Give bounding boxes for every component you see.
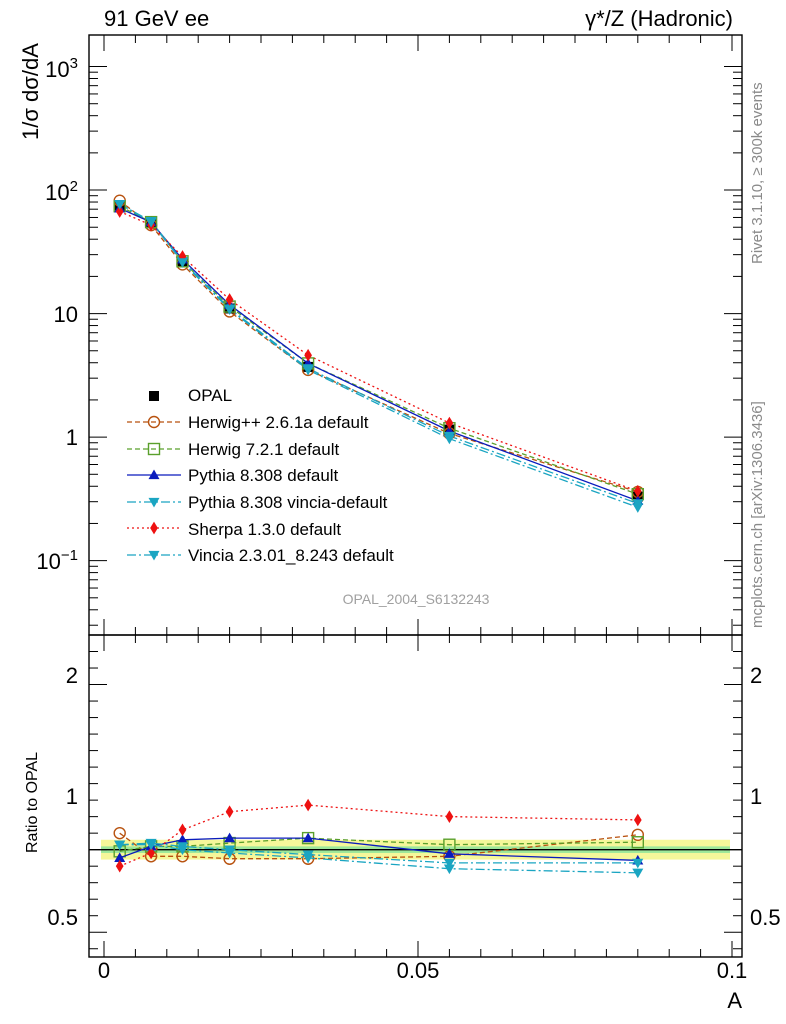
legend-marker-0 bbox=[149, 391, 159, 401]
main-y-tick-label-1: 1 bbox=[66, 425, 78, 450]
main-y-tick-base-1000: 10 bbox=[45, 57, 69, 82]
ratio-point-3-6 bbox=[632, 858, 644, 869]
ratio-point-5-0 bbox=[114, 840, 126, 851]
main-y-tick-label-100: 102 bbox=[45, 178, 78, 205]
ratio-y-tick-label-05-left: 0.5 bbox=[47, 905, 78, 930]
legend-marker-5 bbox=[150, 521, 158, 535]
legend-marker-3 bbox=[148, 469, 160, 480]
ratio-point-5-6 bbox=[632, 868, 644, 879]
main-point-6-3 bbox=[224, 305, 236, 315]
main-point-5-5 bbox=[445, 416, 454, 430]
legend-label-pythia: Pythia 8.308 default bbox=[188, 466, 339, 485]
ratio-point-2-5 bbox=[443, 848, 455, 858]
x-tick-label-1: 0.05 bbox=[397, 958, 440, 983]
x-axis-label: A bbox=[727, 988, 742, 1013]
legend-label-pythia-vincia: Pythia 8.308 vincia-default bbox=[188, 493, 388, 512]
chart-title-right: γ*/Z (Hadronic) bbox=[585, 6, 733, 31]
legend: OPAL Herwig++ 2.6.1a default Herwig 7.2.… bbox=[188, 386, 394, 565]
legend-marker-1 bbox=[147, 415, 161, 429]
main-point-6-2 bbox=[177, 258, 188, 268]
ratio-point-4-4 bbox=[304, 798, 312, 812]
main-point-5-4 bbox=[304, 348, 312, 362]
main-point-5-0 bbox=[115, 205, 124, 218]
chart-title-left: 91 GeV ee bbox=[104, 6, 209, 31]
main-y-tick-exp-1000: 3 bbox=[70, 55, 78, 72]
side-label-mcplots: mcplots.cern.ch [arXiv:1306.3436] bbox=[749, 401, 766, 628]
ratio-point-4-2 bbox=[178, 823, 187, 837]
analysis-watermark: OPAL_2004_S6132243 bbox=[343, 591, 490, 607]
ratio-point-2-3 bbox=[224, 832, 236, 843]
ratio-y-axis-label: Ratio to OPAL bbox=[24, 752, 41, 853]
ratio-y-tick-label-1-left: 1 bbox=[66, 784, 78, 809]
chart-marks bbox=[88, 34, 743, 958]
legend-label-sherpa: Sherpa 1.3.0 default bbox=[188, 520, 341, 539]
main-point-5-3 bbox=[225, 293, 234, 306]
ratio-panel-frame bbox=[88, 634, 743, 958]
main-y-tick-exp-100: 2 bbox=[70, 178, 78, 195]
main-point-6-6 bbox=[632, 503, 644, 513]
ratio-series-line-1 bbox=[119, 837, 638, 852]
legend-label-vincia: Vincia 2.3.01_8.243 default bbox=[188, 546, 394, 565]
ratio-point-5-4 bbox=[302, 853, 314, 864]
main-point-6-4 bbox=[302, 365, 314, 376]
x-tick-label-2: 0.1 bbox=[717, 958, 748, 983]
ratio-point-4-0 bbox=[115, 859, 124, 873]
ratio-point-1-6 bbox=[631, 836, 644, 849]
main-point-6-5 bbox=[443, 434, 455, 445]
ratio-point-4-1 bbox=[147, 846, 155, 860]
legend-label-opal: OPAL bbox=[188, 386, 232, 405]
ratio-point-0-0 bbox=[113, 826, 126, 840]
ratio-point-5-5 bbox=[443, 864, 455, 875]
legend-label-herwigpp: Herwig++ 2.6.1a default bbox=[188, 413, 369, 432]
ratio-y-tick-label-2-left: 2 bbox=[66, 663, 78, 688]
ratio-point-3-5 bbox=[443, 858, 455, 869]
main-y-tick-base-100: 10 bbox=[45, 180, 69, 205]
main-y-tick-label-1000: 103 bbox=[45, 55, 78, 82]
main-y-tick-label-01: 10−1 bbox=[36, 547, 78, 574]
ratio-point-5-1 bbox=[145, 840, 157, 851]
ratio-y-tick-label-1-right: 1 bbox=[750, 784, 762, 809]
ratio-point-2-0 bbox=[114, 852, 126, 863]
ratio-point-0-6 bbox=[631, 828, 644, 842]
ratio-point-5-2 bbox=[177, 845, 188, 856]
main-y-tick-exp-01: −1 bbox=[61, 547, 78, 564]
ratio-y-tick-label-2-right: 2 bbox=[750, 663, 762, 688]
main-point-6-0 bbox=[114, 199, 126, 210]
ratio-point-5-3 bbox=[224, 848, 236, 859]
x-tick-label-0: 0 bbox=[98, 958, 110, 983]
ratio-point-4-5 bbox=[445, 810, 454, 823]
legend-marker-6 bbox=[148, 550, 160, 561]
ratio-y-tick-label-05-right: 0.5 bbox=[750, 905, 781, 930]
main-y-axis-label: 1/σ dσ/dA bbox=[18, 43, 43, 140]
ratio-point-4-3 bbox=[225, 805, 234, 819]
main-point-6-1 bbox=[145, 218, 157, 228]
main-y-tick-base-01: 10 bbox=[36, 549, 60, 574]
legend-label-herwig7: Herwig 7.2.1 default bbox=[188, 440, 339, 459]
legend-marker-2 bbox=[147, 442, 161, 456]
ratio-point-2-4 bbox=[302, 832, 314, 843]
legend-marker-4 bbox=[148, 497, 160, 508]
main-point-5-6 bbox=[633, 484, 642, 498]
ratio-point-2-2 bbox=[177, 834, 188, 844]
main-y-tick-label-10: 10 bbox=[54, 302, 78, 327]
ratio-point-4-6 bbox=[633, 813, 642, 827]
side-label-rivet: Rivet 3.1.10, ≥ 300k events bbox=[749, 82, 766, 264]
